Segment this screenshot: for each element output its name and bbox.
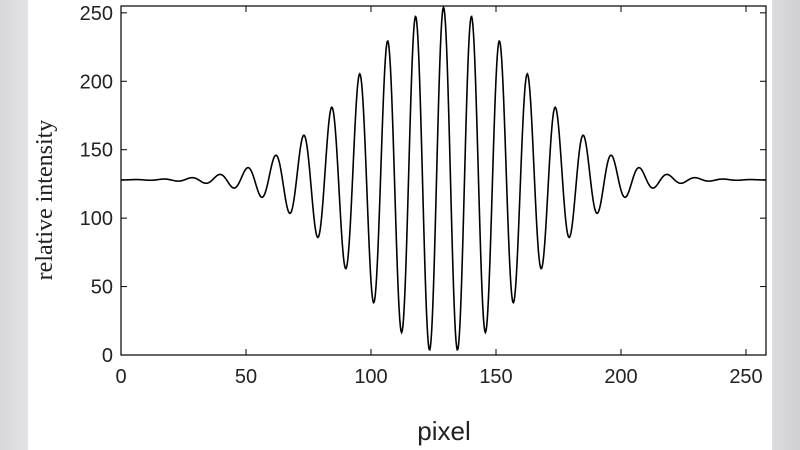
x-tick-label: 0 [115, 366, 126, 388]
x-tick-label: 250 [729, 366, 762, 388]
left-margin [0, 0, 28, 450]
x-tick-label: 100 [354, 366, 387, 388]
x-ticks: 0 50 100 150 200 250 [115, 6, 763, 388]
y-tick-label: 50 [91, 277, 113, 299]
y-tick-label: 150 [80, 140, 113, 162]
x-tick-label: 50 [235, 366, 257, 388]
y-ticks: 0 50 100 150 200 250 [80, 3, 766, 367]
intensity-line [120, 5, 767, 352]
x-tick-label: 150 [479, 366, 512, 388]
plot-frame [120, 5, 767, 356]
y-axis-label: relative intensity [32, 120, 58, 281]
y-tick-label: 0 [102, 345, 113, 367]
chart-container [28, 0, 772, 450]
y-tick-label: 250 [80, 3, 113, 25]
right-margin [772, 0, 800, 450]
y-tick-label: 200 [80, 71, 113, 93]
x-axis-label: pixel [417, 416, 470, 446]
y-tick-label: 100 [80, 208, 113, 230]
x-tick-label: 200 [604, 366, 637, 388]
